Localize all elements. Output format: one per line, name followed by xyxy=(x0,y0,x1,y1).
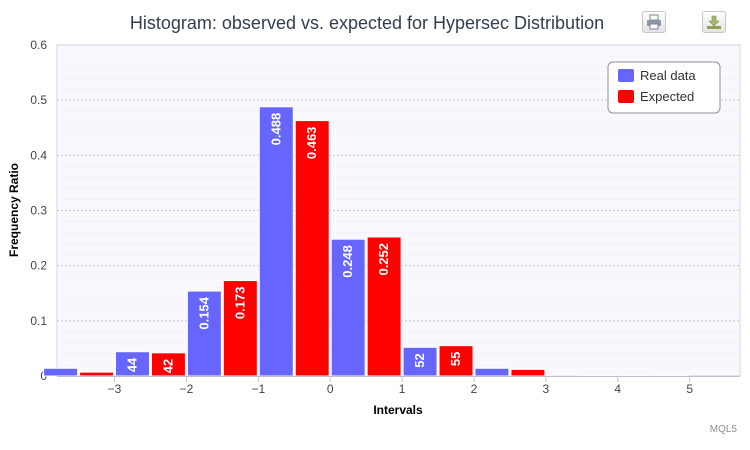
x-tick-label: 4 xyxy=(614,382,621,396)
x-axis-title: Intervals xyxy=(373,403,423,417)
bar-expected[interactable] xyxy=(510,368,546,377)
y-tick-label: 0.1 xyxy=(30,314,47,328)
bar-real-data[interactable] xyxy=(546,374,582,377)
legend: Real data Expected xyxy=(607,61,721,114)
data-label: 0.173 xyxy=(232,287,247,320)
y-tick-label: 0.4 xyxy=(30,148,47,162)
data-label: 0.252 xyxy=(376,243,391,276)
legend-box xyxy=(607,61,721,114)
legend-item-label[interactable]: Real data xyxy=(640,68,696,83)
chart-title: Histogram: observed vs. expected for Hyp… xyxy=(130,13,604,33)
credit-text[interactable]: MQL5 xyxy=(710,424,738,435)
bar-real-data[interactable] xyxy=(618,374,654,377)
x-tick-label: 3 xyxy=(543,382,550,396)
data-label: 42 xyxy=(160,359,175,373)
bar-expected[interactable] xyxy=(582,374,618,377)
data-label: 0.463 xyxy=(304,127,319,160)
x-tick-label: −2 xyxy=(180,382,194,396)
data-label: 55 xyxy=(448,352,463,366)
bar-real-data[interactable] xyxy=(258,106,294,377)
legend-item-label[interactable]: Expected xyxy=(640,89,694,104)
bar-expected[interactable] xyxy=(222,280,258,377)
x-tick-label: −1 xyxy=(251,382,265,396)
bar-expected[interactable] xyxy=(79,371,115,377)
bar-expected[interactable] xyxy=(438,345,474,377)
bar-real-data[interactable] xyxy=(43,367,79,377)
bar-real-data[interactable] xyxy=(330,238,366,377)
y-axis-title: Frequency Ratio xyxy=(7,163,21,257)
y-tick-label: 0.3 xyxy=(30,204,47,218)
data-label: 0.248 xyxy=(340,245,355,278)
x-tick-label: 0 xyxy=(327,382,334,396)
y-tick-label: 0.6 xyxy=(30,38,47,52)
data-label: 0.154 xyxy=(196,296,211,329)
data-label: 44 xyxy=(124,357,139,372)
data-label: 0.488 xyxy=(268,113,283,146)
print-button[interactable] xyxy=(642,11,666,33)
bar-expected[interactable] xyxy=(294,120,330,377)
legend-swatch[interactable] xyxy=(618,69,634,82)
x-tick-label: 5 xyxy=(686,382,693,396)
legend-swatch[interactable] xyxy=(618,90,634,103)
x-tick-label: 1 xyxy=(399,382,406,396)
x-tick-label: −3 xyxy=(108,382,122,396)
download-icon xyxy=(707,15,721,29)
bar-expected[interactable] xyxy=(366,236,402,377)
y-tick-label: 0.2 xyxy=(30,259,47,273)
y-tick-label: 0.5 xyxy=(30,93,47,107)
bar-real-data[interactable] xyxy=(186,290,222,377)
bar-real-data[interactable] xyxy=(474,367,510,377)
bar-real-data[interactable] xyxy=(115,351,150,377)
data-label: 52 xyxy=(412,353,427,367)
export-button[interactable] xyxy=(702,11,726,33)
x-tick-label: 2 xyxy=(471,382,478,396)
printer-icon xyxy=(647,14,661,30)
